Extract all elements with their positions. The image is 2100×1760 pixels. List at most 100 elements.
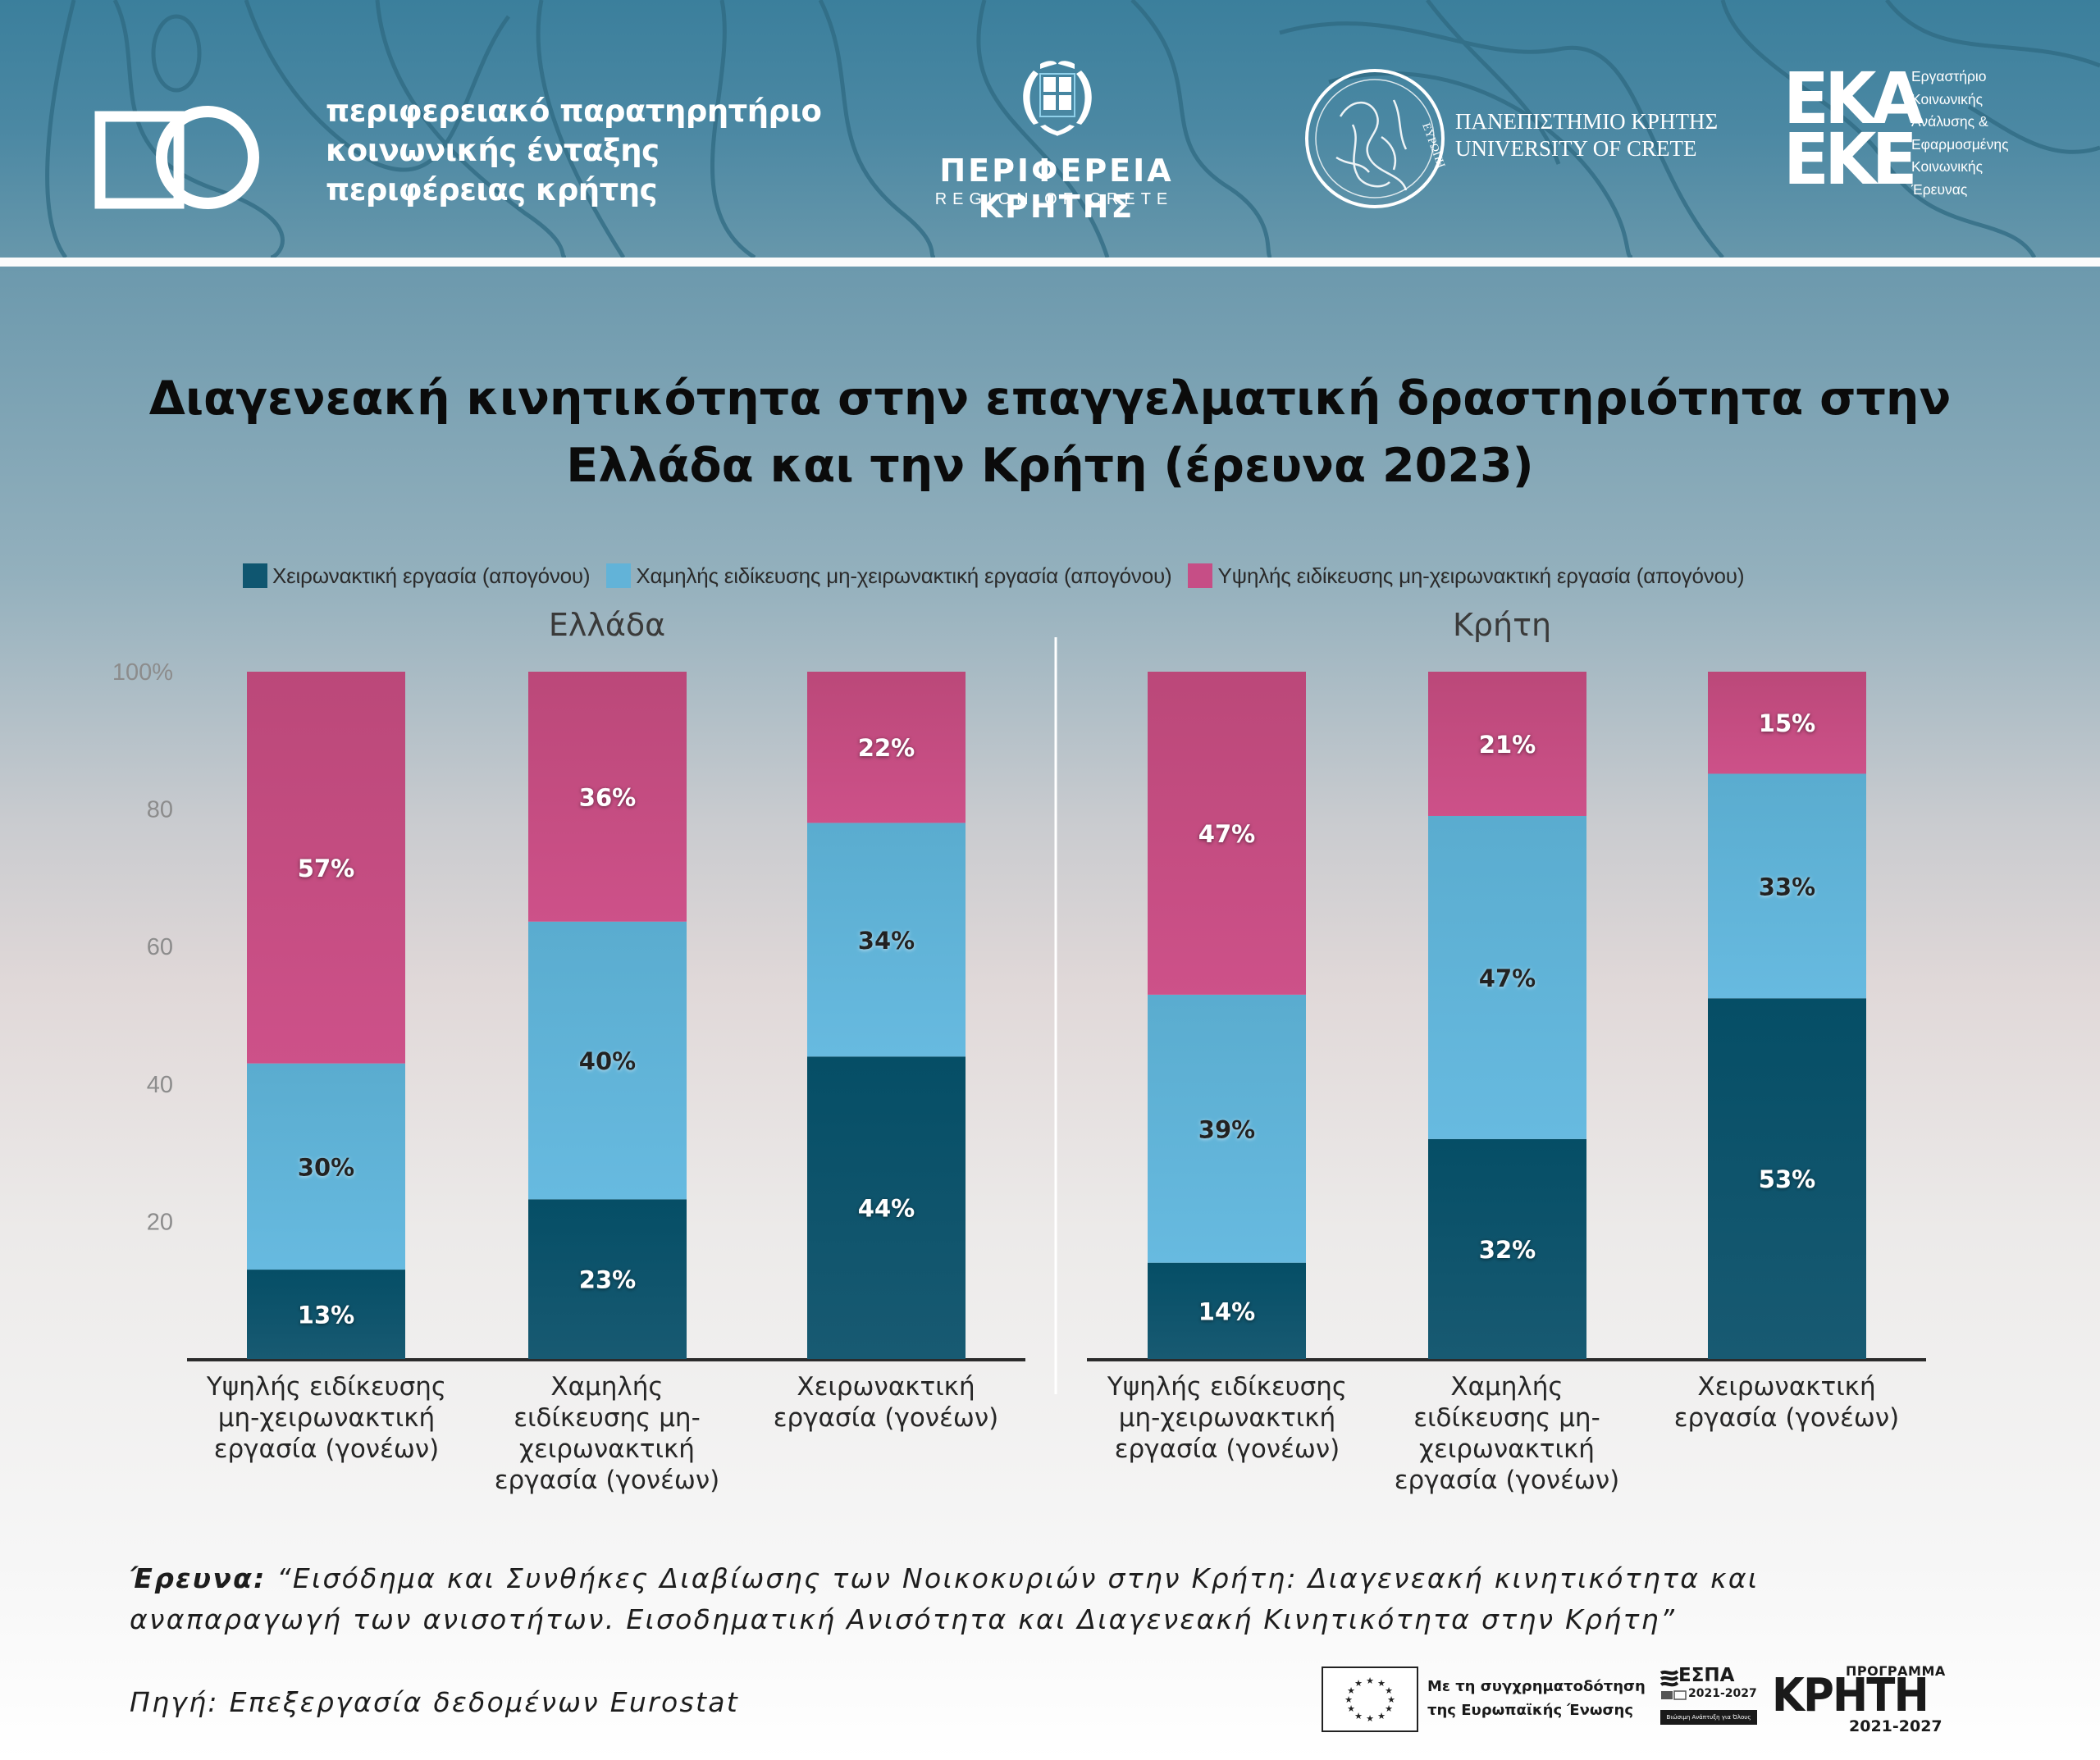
bar-segment bbox=[1708, 773, 1866, 999]
x-category-line: Χειρωνακτική bbox=[1697, 1372, 1876, 1402]
header-banner: περιφερειακό παρατηρητήριο κοινωνικής έν… bbox=[0, 0, 2100, 258]
bar-segment bbox=[1428, 672, 1586, 816]
bar-data-label: 15% bbox=[1759, 709, 1815, 737]
espa-slogan: Βιώσιμη Ανάπτυξη για Όλους bbox=[1660, 1710, 1757, 1725]
university-line: ΠΑΝΕΠΙΣΤΗΜΙΟ ΚΡΗΤΗΣ bbox=[1455, 109, 1719, 134]
eu-flag-icon: ★ ★ ★ ★ ★ ★ ★ ★ ★ ★ ★ ★ bbox=[1322, 1667, 1418, 1732]
legend-swatch bbox=[1188, 563, 1213, 588]
bar-segment bbox=[807, 823, 966, 1057]
chart-title-line: Διαγενεακή κινητικότητα στην επαγγελματι… bbox=[148, 372, 1952, 426]
bar-data-label: 32% bbox=[1479, 1236, 1536, 1264]
panel-title-greece: Ελλάδα bbox=[548, 607, 666, 643]
espa-wave-icon bbox=[1659, 1670, 1687, 1700]
bar-data-label: 23% bbox=[579, 1266, 636, 1294]
bar-segment bbox=[1708, 998, 1866, 1359]
program-years: 2021-2027 bbox=[1849, 1717, 1942, 1735]
espa-years: 2021-2027 bbox=[1688, 1687, 1757, 1700]
observatory-line: περιφερειακό παρατηρητήριο bbox=[326, 93, 822, 129]
eka-sub-line: Έρευνας bbox=[1911, 180, 1968, 198]
x-category-label: Χαμηλής ειδίκευσης μη- χειρωνακτική εργα… bbox=[472, 1371, 742, 1496]
eu-line: Με τη συγχρηματοδότηση bbox=[1427, 1678, 1646, 1695]
eka-eke-subtitle: Εργαστήριο Κοινωνικής Ανάλυσης & Εφαρμοσ… bbox=[1911, 66, 2009, 201]
legend-swatch bbox=[606, 563, 632, 588]
bar-data-label: 57% bbox=[298, 855, 354, 882]
svg-text:★: ★ bbox=[1385, 1685, 1393, 1696]
x-category-label: Υψηλής ειδίκευσης μη-χειρωνακτική εργασί… bbox=[191, 1371, 462, 1465]
svg-text:★: ★ bbox=[1385, 1703, 1393, 1714]
legend-item: Χειρωνακτική εργασία (απογόνου) bbox=[243, 563, 591, 589]
x-category-line: εργασία (γονέων) bbox=[773, 1403, 999, 1433]
university-name: ΠΑΝΕΠΙΣΤΗΜΙΟ ΚΡΗΤΗΣ UNIVERSITY OF CRETE bbox=[1455, 108, 1718, 162]
bar-data-label: 34% bbox=[858, 927, 915, 955]
x-category-label: Υψηλής ειδίκευσης μη-χειρωνακτική εργασί… bbox=[1092, 1371, 1363, 1465]
bar-data-label: 33% bbox=[1759, 873, 1815, 901]
x-category-label: Χειρωνακτική εργασία (γονέων) bbox=[751, 1371, 1021, 1434]
header-divider bbox=[0, 258, 2100, 267]
survey-line: Έρευνα: “Εισόδημα και Συνθήκες Διαβίωσης… bbox=[130, 1558, 2016, 1599]
eka-sub-line: Εργαστήριο bbox=[1911, 68, 1987, 84]
svg-text:★: ★ bbox=[1377, 1678, 1386, 1689]
x-category-line: Χαμηλής bbox=[550, 1372, 664, 1402]
bar-segment bbox=[247, 1063, 405, 1270]
legend-swatch bbox=[243, 563, 267, 588]
y-tick-label: 60 bbox=[147, 934, 173, 960]
eka-sub-line: Κοινωνικής bbox=[1911, 158, 1984, 175]
panel-title-crete: Κρήτη bbox=[1452, 607, 1552, 643]
bar-segment bbox=[1428, 815, 1586, 1139]
bar-data-label: 40% bbox=[579, 1047, 636, 1075]
bar-segment bbox=[1428, 1138, 1586, 1359]
x-category-line: ειδίκευσης μη- bbox=[1413, 1403, 1600, 1433]
legend-label: Χαμηλής ειδίκευσης μη-χειρωνακτική εργασ… bbox=[636, 563, 1172, 588]
chart-legend: Χειρωνακτική εργασία (απογόνου) Χαμηλής … bbox=[243, 561, 1760, 590]
bar-data-label: 13% bbox=[298, 1302, 354, 1329]
bar-segment bbox=[247, 672, 405, 1064]
bar-data-label: 39% bbox=[1198, 1115, 1255, 1143]
legend-item: Χαμηλής ειδίκευσης μη-χειρωνακτική εργασ… bbox=[606, 563, 1172, 589]
university-seal-icon: ΕΥΡΩΠΗ bbox=[1305, 69, 1446, 208]
bar-segment bbox=[1148, 672, 1306, 995]
legend-item: Υψηλής ειδίκευσης μη-χειρωνακτική εργασί… bbox=[1188, 563, 1744, 589]
eka-sub-line: Εφαρμοσμένης bbox=[1911, 135, 2009, 153]
espa-title: ΕΣΠΑ bbox=[1678, 1665, 1735, 1686]
observatory-line: κοινωνικής ένταξης bbox=[326, 133, 660, 168]
x-category-line: εργασία (γονέων) bbox=[1394, 1466, 1620, 1495]
chart-title-line: Ελλάδα και την Κρήτη (έρευνα 2023) bbox=[566, 439, 1534, 493]
svg-text:★: ★ bbox=[1366, 1713, 1374, 1724]
program-label: ΠΡΟΓΡΑΜΜΑ bbox=[1846, 1663, 1946, 1679]
x-category-line: εργασία (γονέων) bbox=[494, 1466, 720, 1495]
x-category-line: εργασία (γονέων) bbox=[1673, 1403, 1900, 1433]
greek-emblem-icon bbox=[1023, 61, 1092, 136]
x-category-line: εργασία (γονέων) bbox=[1114, 1434, 1340, 1464]
eka-eke-logo: ΕΚΑ ΕΚΕ bbox=[1783, 58, 1924, 195]
observatory-name: περιφερειακό παρατηρητήριο κοινωνικής έν… bbox=[326, 92, 822, 210]
contour-pattern bbox=[45, 0, 2100, 258]
bar-data-label: 44% bbox=[858, 1195, 915, 1223]
survey-citation: Έρευνα: “Εισόδημα και Συνθήκες Διαβίωσης… bbox=[130, 1558, 2016, 1640]
y-tick-label: 20 bbox=[147, 1209, 173, 1235]
svg-text:★: ★ bbox=[1387, 1694, 1395, 1705]
svg-text:★: ★ bbox=[1354, 1711, 1363, 1721]
x-category-line: Χειρωνακτική bbox=[797, 1372, 975, 1402]
x-category-line: ειδίκευσης μη- bbox=[514, 1403, 701, 1433]
stacked-bar-chart: 100% 80 60 40 20 13% 30% 57% 23% 40% 36% 44% 34% 22%… bbox=[112, 659, 1926, 1361]
bar-data-label: 47% bbox=[1479, 964, 1536, 992]
x-category-line: μη-χειρωνακτική bbox=[1118, 1403, 1336, 1433]
survey-label: Έρευνα: bbox=[130, 1562, 267, 1594]
bar-segment bbox=[247, 1270, 405, 1359]
svg-text:★: ★ bbox=[1347, 1703, 1355, 1714]
eka-sub-line: Ανάλυσης & bbox=[1911, 113, 1988, 130]
survey-line: αναπαραγωγή των ανισοτήτων. Εισοδηματική… bbox=[130, 1603, 1677, 1635]
observatory-logo bbox=[94, 106, 259, 209]
eka-line: ΕΚΑ bbox=[1783, 58, 1924, 140]
legend-label: Υψηλής ειδίκευσης μη-χειρωνακτική εργασί… bbox=[1217, 563, 1745, 588]
bar-data-label: 21% bbox=[1479, 731, 1536, 759]
bar-data-label: 36% bbox=[579, 783, 636, 811]
x-category-line: Υψηλής ειδίκευσης bbox=[1107, 1372, 1348, 1402]
eka-sub-line: Κοινωνικής bbox=[1911, 90, 1984, 107]
svg-text:★: ★ bbox=[1377, 1711, 1386, 1721]
bar-data-label: 47% bbox=[1198, 820, 1255, 848]
eu-cofunding-text: Με τη συγχρηματοδότηση της Ευρωπαϊκής Έν… bbox=[1427, 1675, 1646, 1722]
x-category-label: Χαμηλής ειδίκευσης μη- χειρωνακτική εργα… bbox=[1372, 1371, 1642, 1496]
svg-text:★: ★ bbox=[1366, 1676, 1374, 1686]
observatory-line: περιφέρειας κρήτης bbox=[326, 172, 658, 207]
